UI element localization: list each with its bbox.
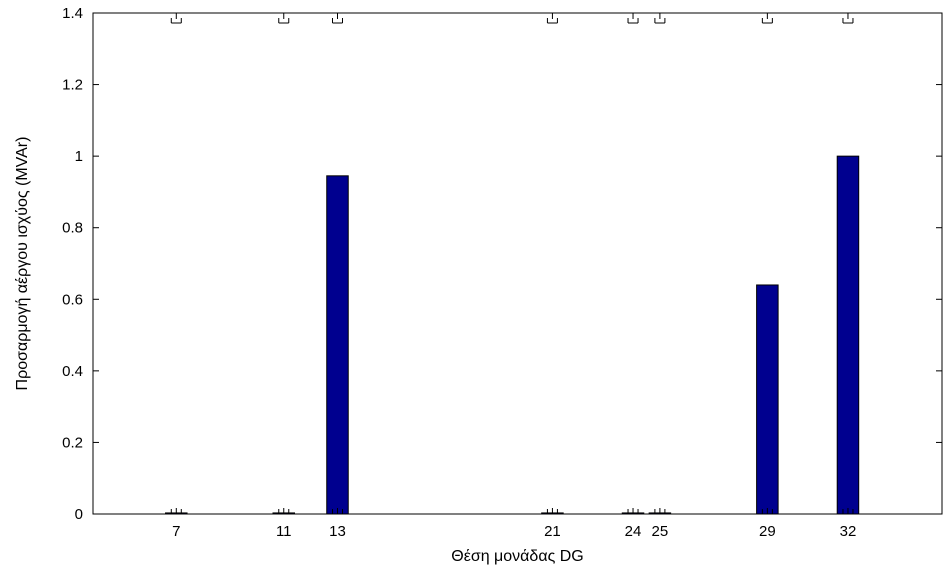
axes-box (92, 12, 943, 515)
x-tick-label: 25 (652, 523, 669, 540)
error-cap-25 (654, 18, 666, 515)
error-cap-7 (170, 18, 182, 515)
error-cap-24 (627, 18, 639, 515)
x-tick-label: 24 (625, 523, 642, 540)
x-tick-label: 32 (840, 523, 857, 540)
y-tick-label: 1 (75, 148, 83, 165)
x-tick-label: 13 (329, 523, 346, 540)
y-tick-label: 1.4 (62, 5, 83, 22)
x-axis: 7 11 13 21 24 25 29 32 (172, 13, 856, 540)
y-axis-title: Προσαρμογή αέργου ισχύος (MVAr) (14, 137, 31, 391)
error-cap-21 (546, 18, 558, 515)
y-tick-label: 1.2 (62, 77, 83, 94)
x-axis-title: Θέση μονάδας DG (451, 548, 583, 565)
x-tick-label: 29 (759, 523, 776, 540)
x-tick-label: 7 (172, 523, 180, 540)
y-axis: 0 0.2 0.4 0.6 0.8 1 1.2 1.4 (62, 5, 942, 523)
error-caps-group (170, 18, 854, 515)
y-tick-label: 0.4 (62, 363, 83, 380)
bar-32 (836, 155, 860, 515)
x-tick-label: 21 (544, 523, 561, 540)
y-tick-label: 0.6 (62, 291, 83, 308)
error-cap-11 (278, 18, 290, 515)
x-tick-label: 11 (276, 523, 292, 540)
bars-group (165, 155, 860, 515)
bar-13 (326, 175, 349, 515)
y-tick-label: 0.8 (62, 220, 83, 237)
y-tick-label: 0 (75, 506, 83, 523)
y-tick-label: 0.2 (62, 434, 83, 451)
bar-29 (756, 284, 779, 515)
